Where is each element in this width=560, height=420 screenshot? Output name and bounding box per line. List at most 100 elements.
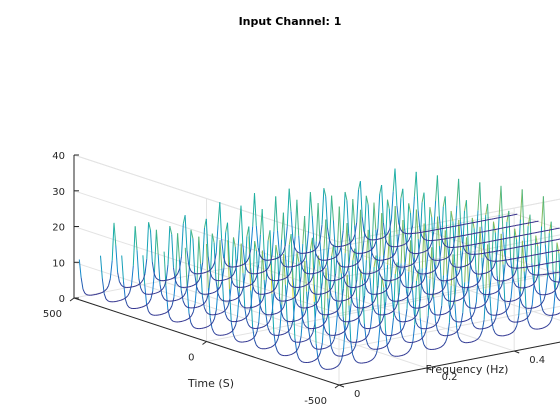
trace-segment (298, 357, 301, 361)
trace-segment (206, 325, 210, 328)
trace-segment (178, 259, 182, 291)
trace-segment (370, 248, 373, 251)
trace-segment (392, 258, 396, 264)
trace-segment (386, 294, 390, 299)
trace-segment (479, 226, 483, 258)
trace-segment (315, 203, 319, 242)
trace-segment (376, 269, 379, 272)
trace-segment (394, 315, 398, 320)
trace-segment (381, 213, 384, 256)
trace-segment (309, 251, 312, 253)
trace-segment (278, 310, 281, 314)
trace-segment (443, 230, 446, 276)
trace-segment (460, 251, 464, 267)
trace-segment (472, 284, 476, 287)
trace-segment (392, 206, 396, 253)
trace-segment (397, 276, 400, 279)
trace-segment (255, 225, 259, 248)
trace-segment (401, 327, 404, 331)
trace-segment (358, 209, 361, 252)
trace-segment (117, 272, 120, 282)
trace-segment (205, 326, 208, 328)
trace-segment (137, 283, 140, 286)
trace-segment (189, 285, 192, 288)
trace-segment (86, 294, 89, 296)
trace-segment (509, 277, 512, 280)
trace-segment (250, 286, 254, 306)
trace-segment (173, 275, 177, 278)
trace-segment (379, 320, 383, 324)
trace-segment (289, 325, 293, 330)
trace-segment (444, 297, 448, 301)
trace-segment (329, 334, 332, 336)
trace-segment (365, 195, 369, 205)
trace-segment (302, 257, 306, 262)
trace-segment (506, 261, 509, 266)
trace-segment (375, 255, 379, 305)
trace-segment (317, 309, 321, 314)
trace-segment (185, 318, 189, 321)
trace-segment (386, 345, 390, 353)
trace-segment (408, 347, 412, 352)
trace-segment (366, 333, 370, 338)
trace-segment (353, 251, 357, 254)
trace-segment (362, 338, 366, 341)
trace-segment (210, 266, 213, 270)
trace-segment (371, 202, 375, 248)
trace-segment (443, 258, 447, 260)
trace-segment (195, 306, 198, 308)
trace-segment (452, 265, 455, 268)
trace-segment (325, 277, 328, 281)
trace-segment (282, 317, 286, 321)
trace-segment (505, 309, 508, 312)
trace-segment (486, 311, 490, 315)
trace-segment (298, 336, 302, 346)
trace-segment (357, 286, 360, 288)
trace-segment (346, 222, 350, 271)
trace-segment (401, 299, 404, 301)
trace-segment (213, 331, 216, 335)
trace-segment (418, 338, 422, 341)
trace-segment (143, 305, 146, 307)
trace-segment (300, 311, 304, 337)
trace-segment (484, 255, 488, 259)
trace-segment (407, 350, 410, 354)
trace-segment (441, 288, 445, 292)
z-tick-label: 20 (52, 223, 65, 234)
trace-segment (406, 294, 410, 298)
trace-segment (524, 317, 527, 321)
trace-segment (540, 305, 544, 312)
trace-segment (273, 244, 277, 293)
trace-segment (290, 353, 293, 356)
trace-segment (420, 251, 423, 254)
trace-segment (544, 313, 548, 316)
trace-segment (270, 345, 273, 348)
trace-segment (350, 293, 353, 303)
trace-segment (252, 335, 256, 339)
trace-segment (514, 228, 517, 240)
trace-line (227, 196, 560, 343)
trace-segment (155, 277, 159, 280)
trace-segment (346, 284, 349, 287)
trace-segment (256, 304, 260, 307)
trace-segment (404, 262, 407, 292)
trace-segment (427, 207, 431, 253)
trace-segment (367, 238, 370, 240)
trace-segment (475, 272, 478, 275)
trace-segment (333, 331, 337, 340)
trace-segment (377, 313, 380, 316)
trace-segment (328, 344, 331, 348)
trace-segment (284, 254, 288, 276)
trace-segment (526, 286, 529, 288)
trace-segment (300, 360, 303, 363)
trace-segment (385, 343, 389, 347)
trace-segment (150, 291, 154, 300)
trace-segment (462, 295, 466, 299)
trace-segment (348, 286, 351, 288)
trace-segment (362, 295, 366, 309)
trace-segment (337, 262, 340, 312)
trace-segment (524, 269, 527, 287)
trace-segment (408, 235, 412, 241)
trace-segment (437, 260, 441, 267)
trace-segment (481, 226, 484, 249)
